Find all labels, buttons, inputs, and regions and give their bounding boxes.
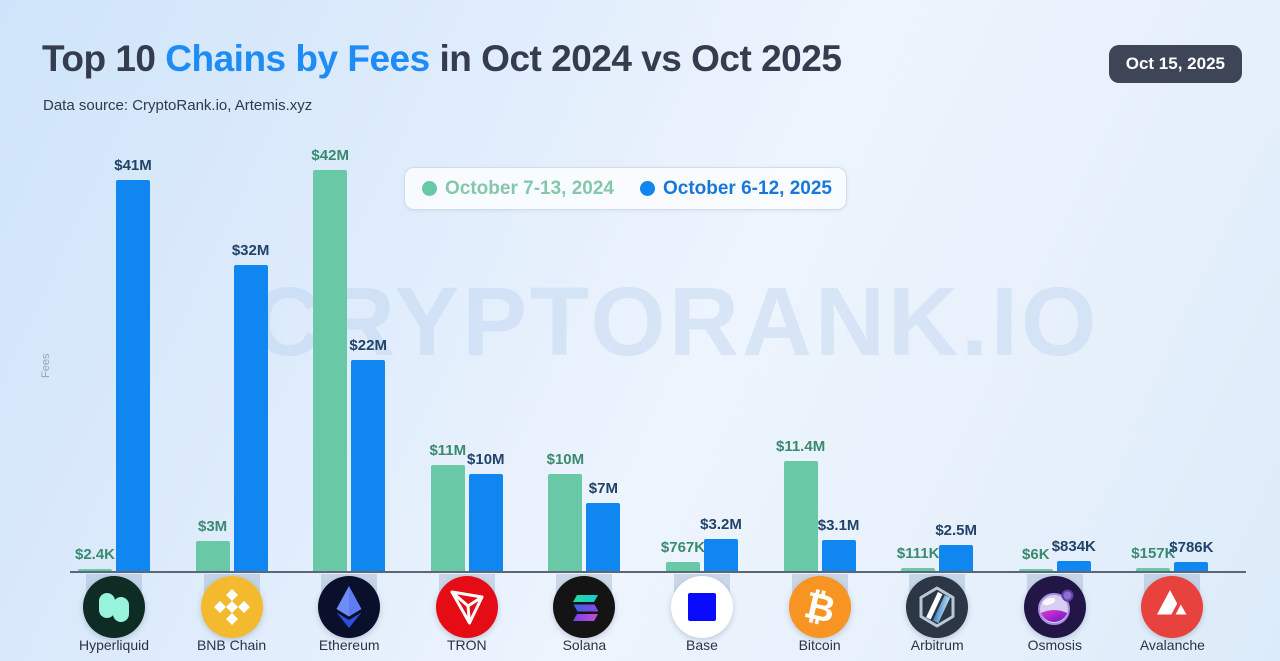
legend-item-2025: October 6-12, 2025 [639,177,832,200]
title-prefix: Top 10 [42,38,166,79]
bitcoin-icon: ₿ [788,576,851,638]
x-axis-line [70,571,1246,573]
legend-label-2024: October 7-13, 2024 [445,177,614,199]
chain-label-tron: TRON [446,637,487,653]
osmosis-icon [1023,576,1086,638]
chain-label-ethereum: Ethereum [318,637,380,653]
bar-2025-ethereum [351,360,386,573]
bar-value-2025-ethereum: $22M [349,337,387,354]
bar-2025-bitcoin [821,539,856,573]
y-axis-label: Fees [40,353,52,378]
bar-2024-bitcoin [783,460,818,573]
bar-2024-arbitrum [901,567,936,573]
chart-legend: October 7-13, 2024 October 6-12, 2025 [404,167,847,210]
bar-value-2025-osmosis: $834K [1051,538,1096,556]
bar-value-2024-hyperliquid: $2.4K [74,545,116,563]
bar-value-2024-avalanche: $157K [1131,544,1176,562]
bar-2024-solana [548,474,583,573]
bar-value-2025-avalanche: $786K [1169,538,1214,556]
bar-2024-tron [430,464,465,573]
bar-value-2025-base: $3.2M [700,515,742,533]
bar-2024-osmosis [1018,568,1053,573]
bar-value-2025-bnb-chain: $32M [231,242,270,259]
bar-2024-avalanche [1136,567,1171,573]
bar-2024-ethereum [313,170,348,573]
ethereum-icon [318,576,381,638]
bar-value-2025-tron: $10M [467,451,505,468]
bnb-chain-icon [200,576,263,638]
legend-item-2024: October 7-13, 2024 [422,178,614,200]
bar-2025-arbitrum [939,545,974,573]
bar-value-2025-bitcoin: $3.1M [817,516,860,534]
base-icon [671,576,733,638]
bar-value-2024-arbitrum: $111K [896,544,940,562]
page-title: Top 10 Chains by Fees in Oct 2024 vs Oct… [42,38,842,80]
solana-icon [553,576,616,638]
chain-label-osmosis: Osmosis [1027,637,1083,653]
bar-value-2024-base: $767K [660,538,706,556]
bar-2025-base [704,538,738,573]
blue-dot-icon [639,181,655,196]
title-suffix: in Oct 2024 vs Oct 2025 [429,38,842,79]
chain-label-solana: Solana [562,637,607,653]
hyperliquid-icon [83,576,145,638]
chain-label-base: Base [686,637,718,653]
arbitrum-icon [906,576,969,638]
chain-label-arbitrum: Arbitrum [910,637,964,653]
bar-2024-hyperliquid [78,568,112,573]
chain-label-bnb-chain: BNB Chain [196,637,267,653]
bar-value-2024-bitcoin: $11.4M [775,437,826,455]
bar-2025-osmosis [1056,561,1091,573]
chain-label-avalanche: Avalanche [1139,637,1205,653]
tron-icon [435,576,498,638]
bar-value-2024-ethereum: $42M [311,147,349,164]
cryptorank-watermark: CRYPTORANK.IO [252,267,1100,376]
green-dot-icon [422,181,437,196]
bar-2025-tron [468,474,503,573]
chain-label-hyperliquid: Hyperliquid [78,637,150,653]
date-badge: Oct 15, 2025 [1108,45,1242,83]
legend-label-2025: October 6-12, 2025 [662,177,832,199]
title-highlight: Chains by Fees [165,38,430,79]
data-source-note: Data source: CryptoRank.io, Artemis.xyz [43,97,313,114]
chain-label-bitcoin: Bitcoin [798,637,841,653]
bar-value-2025-solana: $7M [588,479,618,497]
bar-value-2024-bnb-chain: $3M [198,517,228,535]
bar-2025-solana [586,502,621,573]
bar-value-2025-hyperliquid: $41M [114,156,152,174]
bar-value-2024-tron: $11M [429,441,467,459]
bar-2025-bnb-chain [233,265,268,573]
bar-2025-hyperliquid [116,179,150,573]
bar-value-2025-arbitrum: $2.5M [935,522,978,540]
avalanche-icon [1141,576,1204,638]
bar-2025-avalanche [1174,561,1209,573]
bar-value-2024-osmosis: $6K [1022,545,1050,563]
bar-2024-base [666,561,700,573]
bar-2024-bnb-chain [195,540,230,573]
bar-value-2024-solana: $10M [546,451,585,468]
